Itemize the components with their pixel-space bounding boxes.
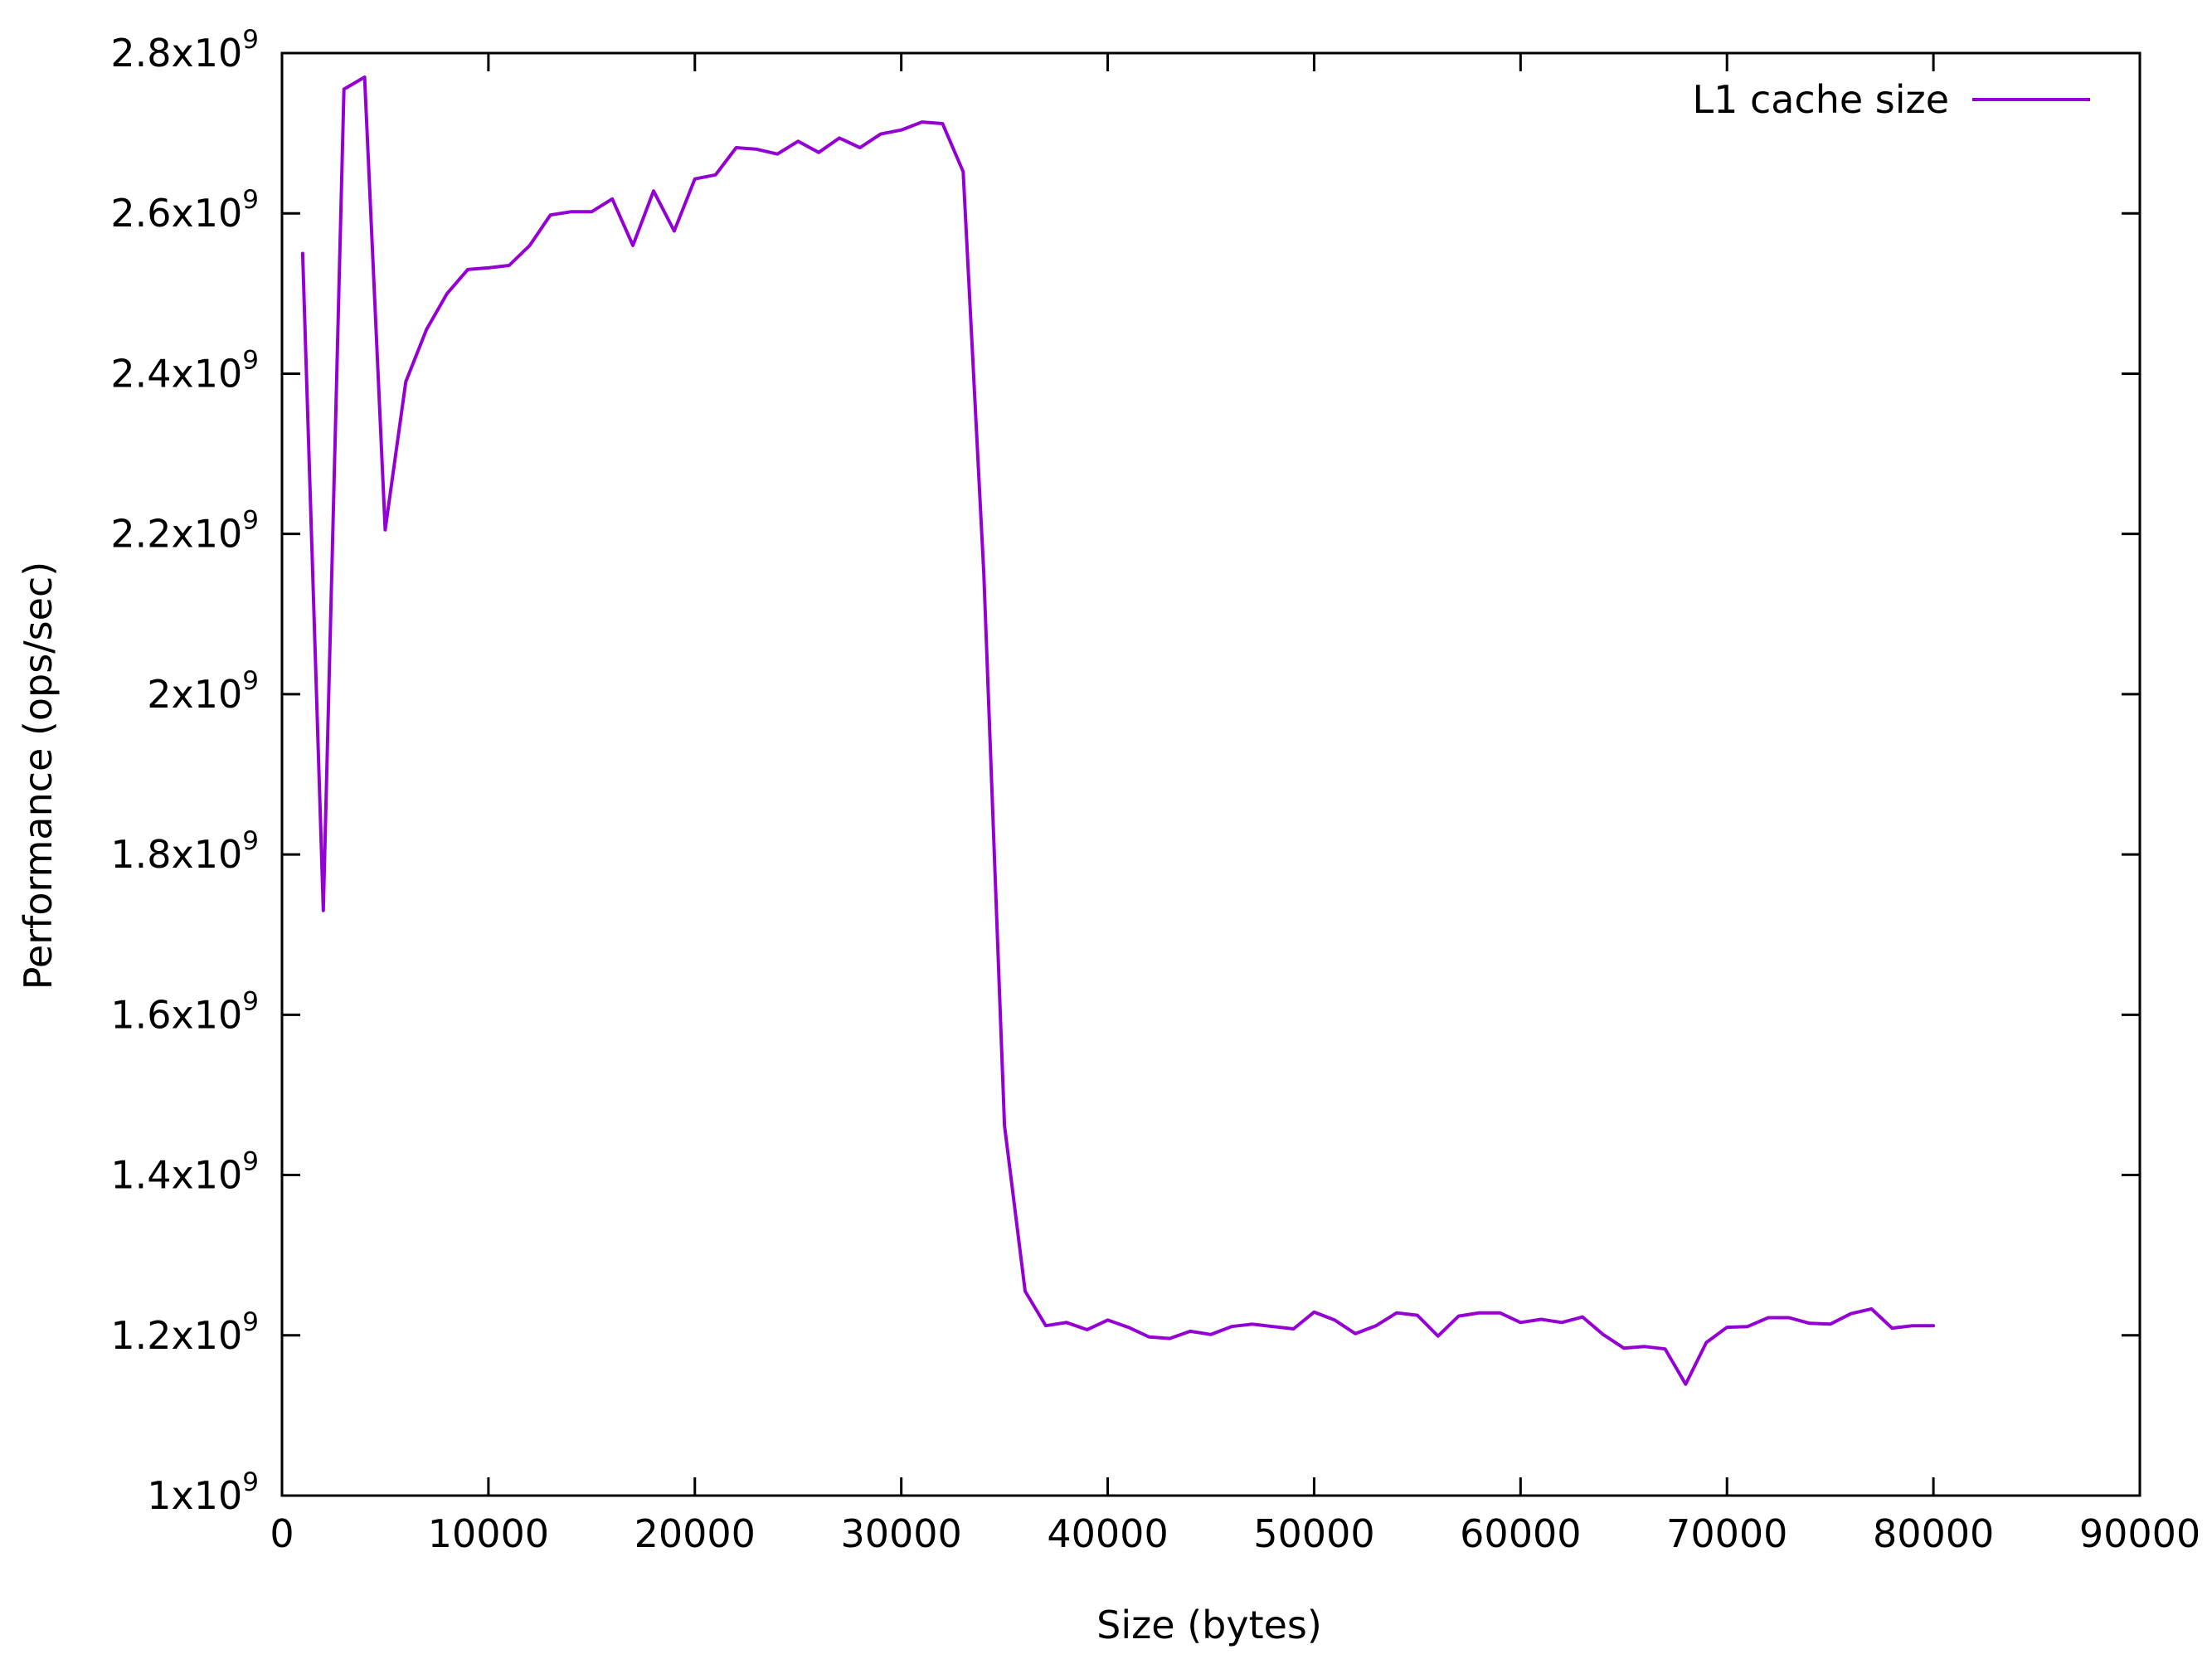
y-tick-times-ten: x10 xyxy=(172,1313,243,1358)
y-tick-exponent: 9 xyxy=(242,666,259,696)
y-tick-label: 2.2x109 xyxy=(110,506,259,557)
x-tick-label: 10000 xyxy=(428,1511,549,1556)
x-tick-label: 60000 xyxy=(1460,1511,1581,1556)
y-tick-times-ten: x10 xyxy=(172,992,243,1037)
y-tick-label: 1x109 xyxy=(147,1467,259,1518)
legend: L1 cache size xyxy=(1692,77,2090,122)
y-tick-label: 1.2x109 xyxy=(110,1307,259,1358)
y-axis-title: Performance (ops/sec) xyxy=(16,562,61,990)
plot-frame xyxy=(280,51,2142,1497)
y-tick-label: 2.6x109 xyxy=(110,185,259,236)
y-tick-label: 2x109 xyxy=(147,666,259,717)
y-tick-times-ten: x10 xyxy=(172,351,243,396)
series-line-0 xyxy=(300,75,1936,1386)
y-tick-mantissa: 1 xyxy=(147,1473,171,1518)
y-tick-exponent: 9 xyxy=(242,1467,259,1497)
y-tick-times-ten: x10 xyxy=(172,31,243,75)
x-tick-label: 30000 xyxy=(840,1511,961,1556)
y-tick-times-ten: x10 xyxy=(172,1153,243,1198)
y-tick-mantissa: 1.8 xyxy=(110,832,171,877)
y-tick-times-ten: x10 xyxy=(172,672,243,717)
y-tick-mantissa: 2.6 xyxy=(110,191,171,236)
legend-label: L1 cache size xyxy=(1692,77,1949,122)
y-tick-label: 1.4x109 xyxy=(110,1147,259,1198)
y-tick-exponent: 9 xyxy=(242,826,259,856)
y-tick-times-ten: x10 xyxy=(172,512,243,557)
y-tick-exponent: 9 xyxy=(242,986,259,1016)
y-tick-mantissa: 2.2 xyxy=(110,512,171,557)
y-tick-times-ten: x10 xyxy=(172,1473,243,1518)
y-tick-mantissa: 1.2 xyxy=(110,1313,171,1358)
y-tick-label: 2.8x109 xyxy=(110,25,259,75)
x-tick-label: 70000 xyxy=(1666,1511,1787,1556)
y-tick-mantissa: 2.8 xyxy=(110,31,171,75)
x-tick-label: 50000 xyxy=(1253,1511,1374,1556)
y-tick-label: 1.8x109 xyxy=(110,826,259,877)
x-axis-title: Size (bytes) xyxy=(1096,1603,1322,1647)
y-tick-mantissa: 2 xyxy=(147,672,171,717)
y-tick-exponent: 9 xyxy=(242,506,259,536)
y-tick-exponent: 9 xyxy=(242,25,259,55)
y-tick-mantissa: 2.4 xyxy=(110,351,171,396)
x-tick-label: 40000 xyxy=(1047,1511,1168,1556)
tick-labels-layer: 0 10000 20000 30000 40000 50000 60000 70000 8000… xyxy=(110,25,2200,1556)
y-tick-label: 1.6x109 xyxy=(110,986,259,1037)
y-tick-times-ten: x10 xyxy=(172,191,243,236)
y-tick-exponent: 9 xyxy=(242,1307,259,1337)
x-tick-label: 0 xyxy=(270,1511,294,1556)
y-tick-exponent: 9 xyxy=(242,345,259,375)
x-tick-label: 90000 xyxy=(2079,1511,2200,1556)
y-tick-exponent: 9 xyxy=(242,185,259,215)
plot-frame-layer xyxy=(280,51,2142,1497)
y-tick-label: 2.4x109 xyxy=(110,345,259,396)
ticks-layer xyxy=(280,51,2142,1497)
y-tick-exponent: 9 xyxy=(242,1147,259,1177)
y-tick-mantissa: 1.6 xyxy=(110,992,171,1037)
x-tick-label: 80000 xyxy=(1873,1511,1994,1556)
y-tick-mantissa: 1.4 xyxy=(110,1153,171,1198)
y-tick-times-ten: x10 xyxy=(172,832,243,877)
x-tick-label: 20000 xyxy=(634,1511,756,1556)
series-layer xyxy=(300,75,1936,1386)
